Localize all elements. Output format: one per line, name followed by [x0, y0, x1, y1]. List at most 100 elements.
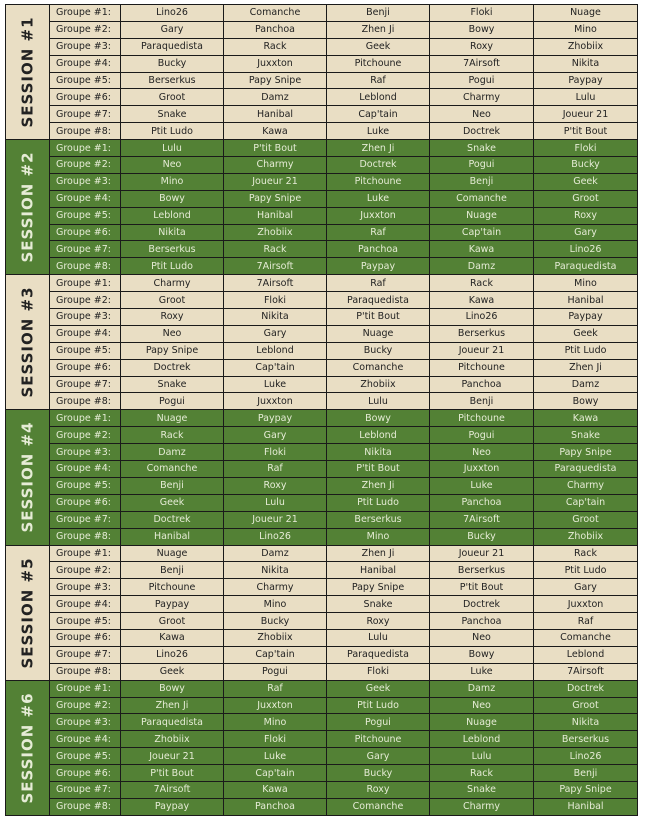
- player-cell[interactable]: Kawa: [223, 780, 327, 799]
- player-cell[interactable]: P'tit Bout: [326, 460, 430, 478]
- group-label-cell[interactable]: Groupe #2:: [49, 426, 121, 445]
- group-label-cell[interactable]: Groupe #4:: [49, 730, 121, 749]
- player-cell[interactable]: Groot: [120, 612, 224, 630]
- player-cell[interactable]: Geek: [120, 493, 224, 512]
- player-cell[interactable]: Comanche: [326, 797, 430, 816]
- player-cell[interactable]: Doctrek: [120, 358, 224, 377]
- player-cell[interactable]: Panchoa: [429, 493, 534, 512]
- player-cell[interactable]: Geek: [326, 37, 430, 56]
- player-cell[interactable]: Luke: [429, 476, 534, 495]
- player-cell[interactable]: Neo: [429, 696, 534, 715]
- player-cell[interactable]: 7Airsoft: [533, 662, 638, 681]
- player-cell[interactable]: Geek: [120, 662, 224, 681]
- player-cell[interactable]: Lino26: [223, 527, 327, 546]
- player-cell[interactable]: Pitchoune: [326, 54, 430, 73]
- player-cell[interactable]: Roxy: [223, 476, 327, 495]
- player-cell[interactable]: Floki: [533, 139, 638, 158]
- group-label-cell[interactable]: Groupe #4:: [49, 54, 121, 73]
- player-cell[interactable]: Comanche: [120, 460, 224, 478]
- player-cell[interactable]: 7Airsoft: [120, 780, 224, 799]
- player-cell[interactable]: Neo: [120, 156, 224, 174]
- player-cell[interactable]: Cap'tain: [326, 105, 430, 124]
- group-label-cell[interactable]: Groupe #1:: [49, 139, 121, 158]
- group-label-cell[interactable]: Groupe #6:: [49, 223, 121, 242]
- player-cell[interactable]: Joueur 21: [533, 105, 638, 124]
- player-cell[interactable]: Floki: [223, 291, 327, 310]
- player-cell[interactable]: Panchoa: [429, 612, 534, 630]
- player-cell[interactable]: Charmy: [429, 797, 534, 816]
- player-cell[interactable]: Lulu: [533, 88, 638, 107]
- player-cell[interactable]: Floki: [429, 4, 534, 22]
- player-cell[interactable]: Damz: [429, 257, 534, 276]
- player-cell[interactable]: Mino: [120, 172, 224, 191]
- player-cell[interactable]: Zhobiix: [223, 628, 327, 647]
- player-cell[interactable]: Benji: [120, 476, 224, 495]
- group-label-cell[interactable]: Groupe #8:: [49, 527, 121, 546]
- player-cell[interactable]: Zhobiix: [223, 223, 327, 242]
- player-cell[interactable]: Nuage: [429, 206, 534, 225]
- player-cell[interactable]: Juxxton: [429, 460, 534, 478]
- player-cell[interactable]: Ptit Ludo: [120, 122, 224, 141]
- player-cell[interactable]: Rack: [223, 240, 327, 259]
- player-cell[interactable]: Groot: [533, 510, 638, 529]
- player-cell[interactable]: Comanche: [533, 628, 638, 647]
- player-cell[interactable]: Damz: [429, 679, 534, 698]
- group-label-cell[interactable]: Groupe #7:: [49, 240, 121, 259]
- player-cell[interactable]: Neo: [429, 105, 534, 124]
- session-cell[interactable]: SESSION #3: [5, 274, 50, 411]
- player-cell[interactable]: Berserkus: [429, 324, 534, 343]
- group-label-cell[interactable]: Groupe #7:: [49, 780, 121, 799]
- player-cell[interactable]: Nuage: [533, 4, 638, 22]
- player-cell[interactable]: Rack: [223, 37, 327, 56]
- player-cell[interactable]: Ptit Ludo: [326, 493, 430, 512]
- group-label-cell[interactable]: Groupe #8:: [49, 797, 121, 816]
- player-cell[interactable]: Joueur 21: [120, 747, 224, 766]
- group-label-cell[interactable]: Groupe #8:: [49, 392, 121, 411]
- player-cell[interactable]: Paypay: [533, 71, 638, 90]
- player-cell[interactable]: Raf: [326, 223, 430, 242]
- player-cell[interactable]: Neo: [429, 628, 534, 647]
- player-cell[interactable]: Geek: [533, 324, 638, 343]
- group-label-cell[interactable]: Groupe #6:: [49, 88, 121, 107]
- player-cell[interactable]: Kawa: [429, 240, 534, 259]
- session-cell[interactable]: SESSION #2: [5, 139, 50, 276]
- player-cell[interactable]: Benji: [429, 172, 534, 191]
- player-cell[interactable]: Bucky: [326, 341, 430, 360]
- player-cell[interactable]: Zhen Ji: [326, 20, 430, 39]
- player-cell[interactable]: Pogui: [429, 156, 534, 174]
- player-cell[interactable]: Pogui: [326, 713, 430, 732]
- group-label-cell[interactable]: Groupe #5:: [49, 612, 121, 630]
- player-cell[interactable]: P'tit Bout: [120, 764, 224, 782]
- player-cell[interactable]: Rack: [429, 764, 534, 782]
- group-label-cell[interactable]: Groupe #7:: [49, 105, 121, 124]
- player-cell[interactable]: Hanibal: [533, 797, 638, 816]
- player-cell[interactable]: Mino: [223, 713, 327, 732]
- player-cell[interactable]: Mino: [326, 527, 430, 546]
- player-cell[interactable]: Bucky: [120, 54, 224, 73]
- group-label-cell[interactable]: Groupe #6:: [49, 358, 121, 377]
- group-label-cell[interactable]: Groupe #3:: [49, 308, 121, 326]
- player-cell[interactable]: Cap'tain: [533, 493, 638, 512]
- group-label-cell[interactable]: Groupe #2:: [49, 291, 121, 310]
- player-cell[interactable]: Roxy: [533, 206, 638, 225]
- group-label-cell[interactable]: Groupe #7:: [49, 375, 121, 394]
- player-cell[interactable]: Pogui: [429, 71, 534, 90]
- player-cell[interactable]: Pitchoune: [429, 409, 534, 428]
- player-cell[interactable]: Zhen Ji: [120, 696, 224, 715]
- player-cell[interactable]: Roxy: [120, 308, 224, 326]
- player-cell[interactable]: Charmy: [120, 274, 224, 293]
- player-cell[interactable]: Panchoa: [429, 375, 534, 394]
- player-cell[interactable]: Lino26: [533, 240, 638, 259]
- session-cell[interactable]: SESSION #1: [5, 3, 50, 141]
- player-cell[interactable]: Damz: [223, 544, 327, 563]
- player-cell[interactable]: Papy Snipe: [120, 341, 224, 360]
- player-cell[interactable]: Snake: [533, 426, 638, 445]
- player-cell[interactable]: Gary: [533, 578, 638, 597]
- player-cell[interactable]: Pitchoune: [429, 358, 534, 377]
- player-cell[interactable]: Charmy: [223, 578, 327, 597]
- group-label-cell[interactable]: Groupe #4:: [49, 460, 121, 478]
- player-cell[interactable]: Kawa: [533, 409, 638, 428]
- player-cell[interactable]: P'tit Bout: [429, 578, 534, 597]
- player-cell[interactable]: Rack: [429, 274, 534, 293]
- player-cell[interactable]: Joueur 21: [223, 510, 327, 529]
